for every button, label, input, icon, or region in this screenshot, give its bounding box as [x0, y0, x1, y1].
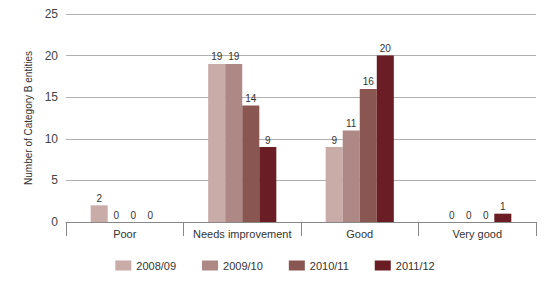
- svg-text:9: 9: [331, 135, 337, 146]
- svg-text:2010/11: 2010/11: [310, 260, 349, 272]
- svg-text:0: 0: [51, 215, 58, 229]
- svg-text:15: 15: [45, 90, 59, 104]
- svg-text:9: 9: [265, 135, 271, 146]
- svg-text:19: 19: [211, 51, 223, 62]
- svg-text:5: 5: [51, 173, 58, 187]
- svg-text:19: 19: [228, 51, 240, 62]
- svg-text:20: 20: [380, 43, 392, 54]
- svg-text:0: 0: [148, 210, 154, 221]
- svg-text:0: 0: [449, 210, 455, 221]
- svg-text:2: 2: [96, 193, 102, 204]
- svg-text:11: 11: [346, 118, 357, 129]
- svg-text:Poor: Poor: [113, 228, 137, 240]
- svg-text:14: 14: [245, 93, 257, 104]
- svg-text:Very good: Very good: [452, 228, 502, 240]
- svg-text:Number of Category B entities: Number of Category B entities: [23, 51, 34, 185]
- svg-text:2008/09: 2008/09: [136, 260, 176, 272]
- svg-text:0: 0: [113, 210, 119, 221]
- svg-text:0: 0: [483, 210, 489, 221]
- svg-text:25: 25: [45, 7, 59, 21]
- svg-text:0: 0: [130, 210, 136, 221]
- svg-text:Good: Good: [346, 228, 373, 240]
- svg-text:2009/10: 2009/10: [223, 260, 263, 272]
- svg-text:Needs improvement: Needs improvement: [193, 228, 291, 240]
- svg-text:0: 0: [466, 210, 472, 221]
- svg-text:16: 16: [363, 76, 375, 87]
- svg-text:2011/12: 2011/12: [396, 260, 435, 272]
- svg-text:1: 1: [500, 201, 506, 212]
- svg-text:20: 20: [45, 49, 59, 63]
- svg-text:10: 10: [45, 132, 59, 146]
